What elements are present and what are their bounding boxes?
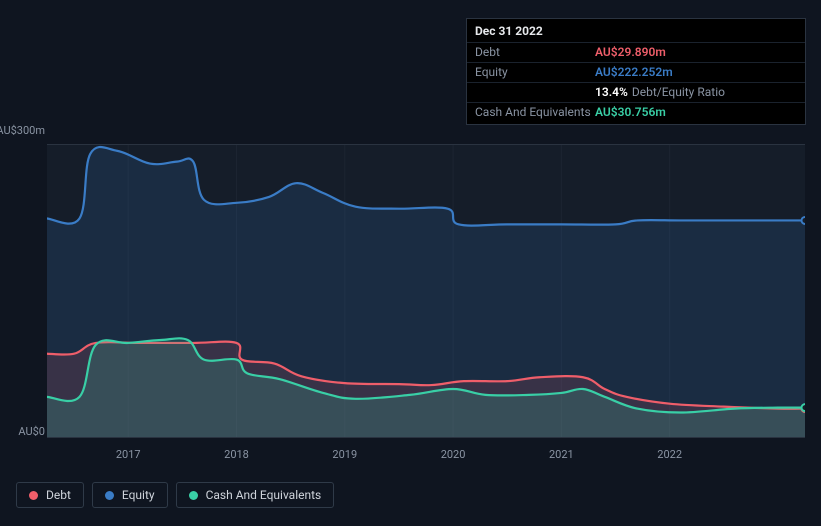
tooltip-value: AU$29.890m [595, 45, 666, 59]
tooltip-value-text: 13.4% [595, 85, 628, 99]
legend-swatch [105, 491, 114, 500]
legend-item-equity[interactable]: Equity [92, 482, 168, 508]
legend-label: Equity [122, 488, 155, 502]
tooltip-row-equity: Equity AU$222.252m [467, 62, 805, 82]
tooltip-label [475, 85, 595, 99]
x-tick-label: 2017 [116, 448, 141, 461]
tooltip-value: 13.4% Debt/Equity Ratio [595, 85, 725, 99]
tooltip-label: Equity [475, 65, 595, 79]
x-tick-label: 2018 [224, 448, 249, 461]
chart-plot-area[interactable] [47, 144, 805, 438]
x-axis: 2017 2018 2019 2020 2021 2022 [47, 448, 805, 466]
tooltip-value: AU$222.252m [595, 65, 673, 79]
legend: Debt Equity Cash And Equivalents [16, 482, 334, 508]
y-axis-max-label: AU$300m [0, 124, 45, 137]
tooltip-panel: Dec 31 2022 Debt AU$29.890m Equity AU$22… [466, 18, 806, 125]
chart-container: Dec 31 2022 Debt AU$29.890m Equity AU$22… [0, 0, 821, 526]
legend-label: Debt [46, 488, 71, 502]
legend-item-cash[interactable]: Cash And Equivalents [176, 482, 335, 508]
legend-label: Cash And Equivalents [206, 488, 322, 502]
tooltip-row-debt: Debt AU$29.890m [467, 42, 805, 62]
x-tick-label: 2022 [657, 448, 682, 461]
x-tick-label: 2020 [441, 448, 466, 461]
tooltip-label: Cash And Equivalents [475, 105, 595, 119]
legend-swatch [29, 491, 38, 500]
tooltip-row-cash: Cash And Equivalents AU$30.756m [467, 102, 805, 122]
y-axis-zero-label: AU$0 [18, 425, 45, 438]
tooltip-row-ratio: 13.4% Debt/Equity Ratio [467, 82, 805, 102]
legend-swatch [189, 491, 198, 500]
tooltip-date: Dec 31 2022 [467, 19, 805, 42]
tooltip-label: Debt [475, 45, 595, 59]
legend-item-debt[interactable]: Debt [16, 482, 84, 508]
tooltip-sub: Debt/Equity Ratio [632, 85, 725, 99]
x-tick-label: 2021 [549, 448, 574, 461]
x-tick-label: 2019 [332, 448, 357, 461]
tooltip-value: AU$30.756m [595, 105, 666, 119]
